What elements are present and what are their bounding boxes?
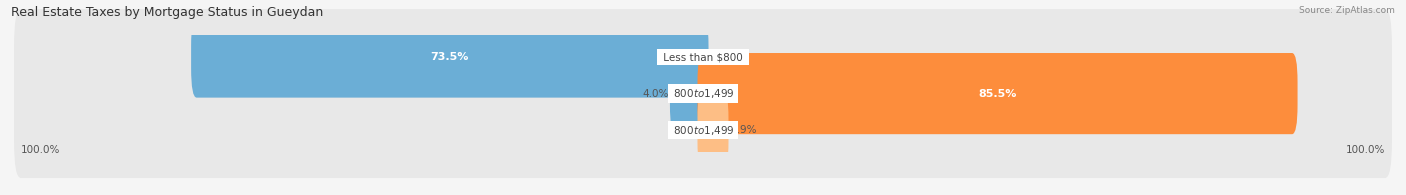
FancyBboxPatch shape [191, 16, 709, 98]
Text: 100.0%: 100.0% [21, 145, 60, 155]
Text: $800 to $1,499: $800 to $1,499 [671, 87, 735, 100]
Text: 4.0%: 4.0% [643, 89, 669, 99]
FancyBboxPatch shape [14, 9, 1392, 105]
Text: Real Estate Taxes by Mortgage Status in Gueydan: Real Estate Taxes by Mortgage Status in … [11, 6, 323, 19]
Text: 85.5%: 85.5% [979, 89, 1017, 99]
FancyBboxPatch shape [669, 53, 709, 134]
Text: 2.9%: 2.9% [697, 125, 728, 135]
FancyBboxPatch shape [697, 90, 728, 171]
Text: 73.5%: 73.5% [430, 52, 470, 62]
Text: 100.0%: 100.0% [1346, 145, 1385, 155]
Text: $800 to $1,499: $800 to $1,499 [671, 124, 735, 137]
FancyBboxPatch shape [697, 53, 1298, 134]
FancyBboxPatch shape [14, 46, 1392, 142]
Text: 2.9%: 2.9% [730, 125, 756, 135]
Text: 0.0%: 0.0% [669, 125, 696, 135]
FancyBboxPatch shape [14, 82, 1392, 178]
Text: 0.0%: 0.0% [710, 52, 737, 62]
Text: Source: ZipAtlas.com: Source: ZipAtlas.com [1299, 6, 1395, 15]
Text: Less than $800: Less than $800 [659, 52, 747, 62]
Text: 4.0%: 4.0% [673, 89, 704, 99]
